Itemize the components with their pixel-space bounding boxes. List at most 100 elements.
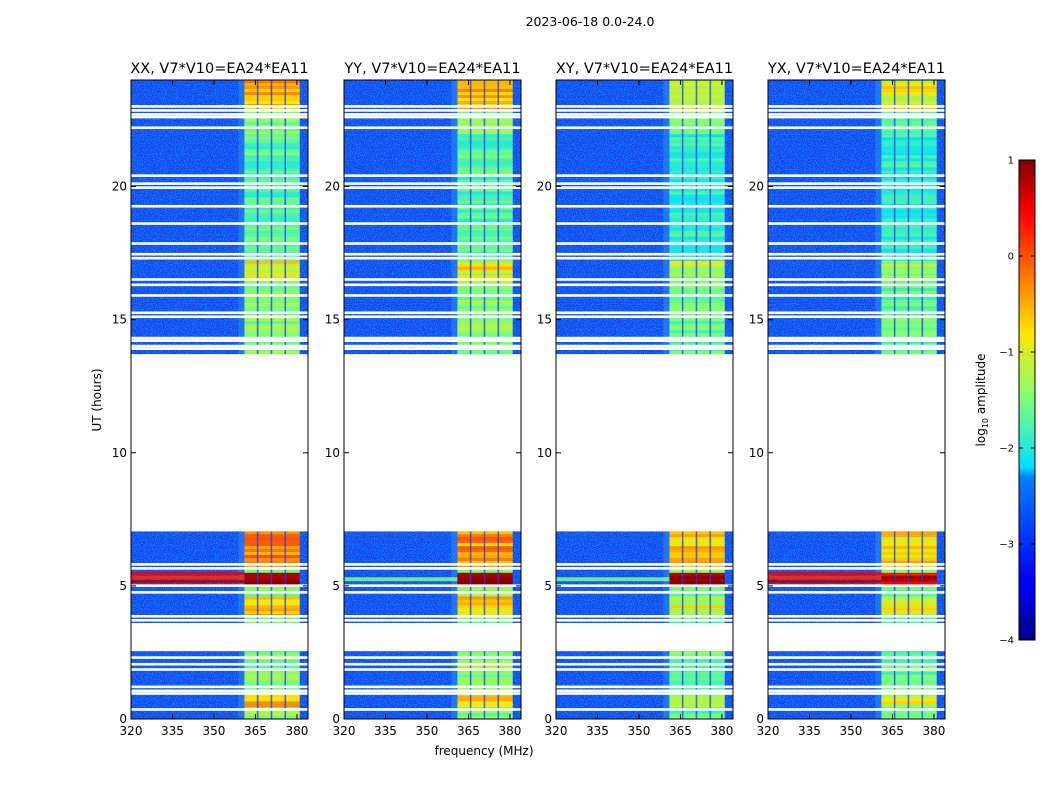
x-tick-label: 350 — [840, 724, 863, 738]
flagged-line — [768, 336, 945, 340]
flagged-line — [131, 256, 308, 260]
y-tick-label: 5 — [756, 579, 764, 593]
flagged-line — [556, 222, 733, 225]
flagged-line — [556, 584, 733, 587]
flagged-line — [344, 109, 521, 112]
heatmap-image — [131, 80, 308, 719]
rfi-line — [556, 577, 670, 582]
colorbar-tick-label: −4 — [999, 636, 1014, 647]
x-tick-label: 350 — [628, 724, 651, 738]
data-gap — [344, 354, 521, 532]
flagged-line — [344, 656, 521, 659]
flagged-line — [768, 222, 945, 225]
flagged-line — [768, 347, 945, 351]
x-tick-label: 335 — [161, 724, 184, 738]
channel-gap — [921, 531, 924, 624]
flagged-line — [556, 113, 733, 116]
flagged-line — [131, 685, 308, 689]
flagged-line — [768, 294, 945, 297]
flagged-line — [131, 242, 308, 245]
flagged-line — [131, 174, 308, 177]
flagged-line — [556, 339, 733, 343]
figure-title: 2023-06-18 0.0-24.0 — [526, 14, 655, 29]
flagged-line — [344, 347, 521, 351]
channel-gap — [256, 80, 259, 355]
panel-3: XY, V7*V10=EA24*EA11 0 5 10 15 20 320 335 350 365… — [537, 61, 734, 738]
flagged-line — [131, 591, 308, 594]
flagged-line — [131, 692, 308, 695]
x-tick-label: 320 — [545, 724, 568, 738]
flagged-line — [556, 567, 733, 570]
channel-gap — [497, 80, 500, 355]
flagged-line — [768, 109, 945, 112]
flagged-line — [344, 708, 521, 711]
flagged-line — [556, 344, 733, 348]
flagged-line — [768, 315, 945, 319]
channel-gap — [284, 80, 287, 355]
flagged-line — [131, 113, 308, 116]
flagged-line — [768, 113, 945, 116]
flagged-line — [768, 656, 945, 659]
channel-gap — [284, 651, 287, 719]
colorbar-ticks: 1 0 −1 −2 −3 −4 — [999, 156, 1035, 647]
colorbar-label-subscript: 10 — [981, 418, 990, 428]
flagged-line — [131, 567, 308, 570]
x-tick-label: 365 — [669, 724, 692, 738]
flagged-line — [556, 115, 733, 119]
flagged-line — [556, 689, 733, 693]
x-tick-label: 380 — [498, 724, 521, 738]
colorbar-tick-label: 0 — [1008, 252, 1014, 263]
channel-gap — [469, 531, 472, 624]
flagged-line — [344, 186, 521, 189]
flagged-line — [344, 204, 521, 208]
flagged-line — [556, 668, 733, 671]
flagged-line — [344, 344, 521, 348]
x-tick-label: 335 — [374, 724, 397, 738]
flagged-line — [768, 252, 945, 256]
y-tick-label: 20 — [749, 180, 764, 194]
x-tick-label: 380 — [710, 724, 733, 738]
band-edge — [663, 651, 670, 719]
flagged-line — [131, 283, 308, 287]
flagged-line — [344, 614, 521, 618]
channel-gap — [469, 651, 472, 719]
flagged-line — [556, 692, 733, 695]
flagged-line — [556, 347, 733, 351]
flagged-line — [344, 222, 521, 225]
rfi-line — [768, 579, 882, 584]
flagged-line — [768, 126, 945, 130]
x-tick-label: 320 — [120, 724, 143, 738]
flagged-line — [768, 283, 945, 287]
rfi-line — [131, 579, 245, 584]
flagged-line — [344, 252, 521, 256]
channel-gap — [469, 80, 472, 355]
flagged-line — [556, 708, 733, 711]
y-tick-label: 10 — [749, 446, 764, 460]
flagged-line — [131, 614, 308, 618]
y-tick-label: 0 — [119, 712, 127, 726]
channel-gap — [709, 80, 712, 355]
flagged-line — [556, 204, 733, 208]
flagged-line — [768, 662, 945, 666]
flagged-line — [556, 311, 733, 315]
flagged-line — [131, 563, 308, 566]
data-gap — [768, 623, 945, 652]
flagged-line — [131, 347, 308, 351]
flagged-line — [344, 315, 521, 319]
colorbar-tick-label: −3 — [999, 540, 1014, 551]
flagged-line — [344, 278, 521, 281]
flagged-line — [344, 692, 521, 695]
flagged-line — [344, 113, 521, 116]
flagged-line — [131, 294, 308, 297]
flagged-line — [768, 591, 945, 594]
x-tick-label: 320 — [757, 724, 780, 738]
x-tick-label: 320 — [333, 724, 356, 738]
x-tick-label: 365 — [457, 724, 480, 738]
flagged-line — [131, 668, 308, 671]
y-tick-label: 20 — [537, 180, 552, 194]
flagged-line — [131, 708, 308, 711]
band-edge — [875, 80, 882, 355]
flagged-line — [556, 656, 733, 659]
y-tick-label: 15 — [749, 313, 764, 327]
y-tick-label: 0 — [756, 712, 764, 726]
